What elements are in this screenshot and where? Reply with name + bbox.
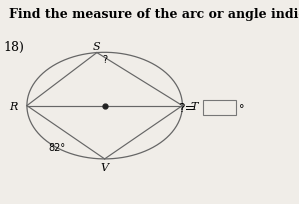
Text: 18): 18)	[3, 41, 24, 54]
Text: R: R	[10, 101, 18, 111]
Text: S: S	[93, 41, 101, 51]
Bar	[203, 101, 236, 115]
Text: ?=: ?=	[179, 102, 196, 115]
Text: °: °	[239, 103, 245, 113]
Text: ?: ?	[102, 55, 107, 65]
Text: 82°: 82°	[48, 142, 65, 152]
Text: T: T	[190, 101, 198, 111]
Text: V: V	[101, 162, 109, 172]
Text: Find the measure of the arc or angle indicated.: Find the measure of the arc or angle ind…	[9, 8, 299, 21]
